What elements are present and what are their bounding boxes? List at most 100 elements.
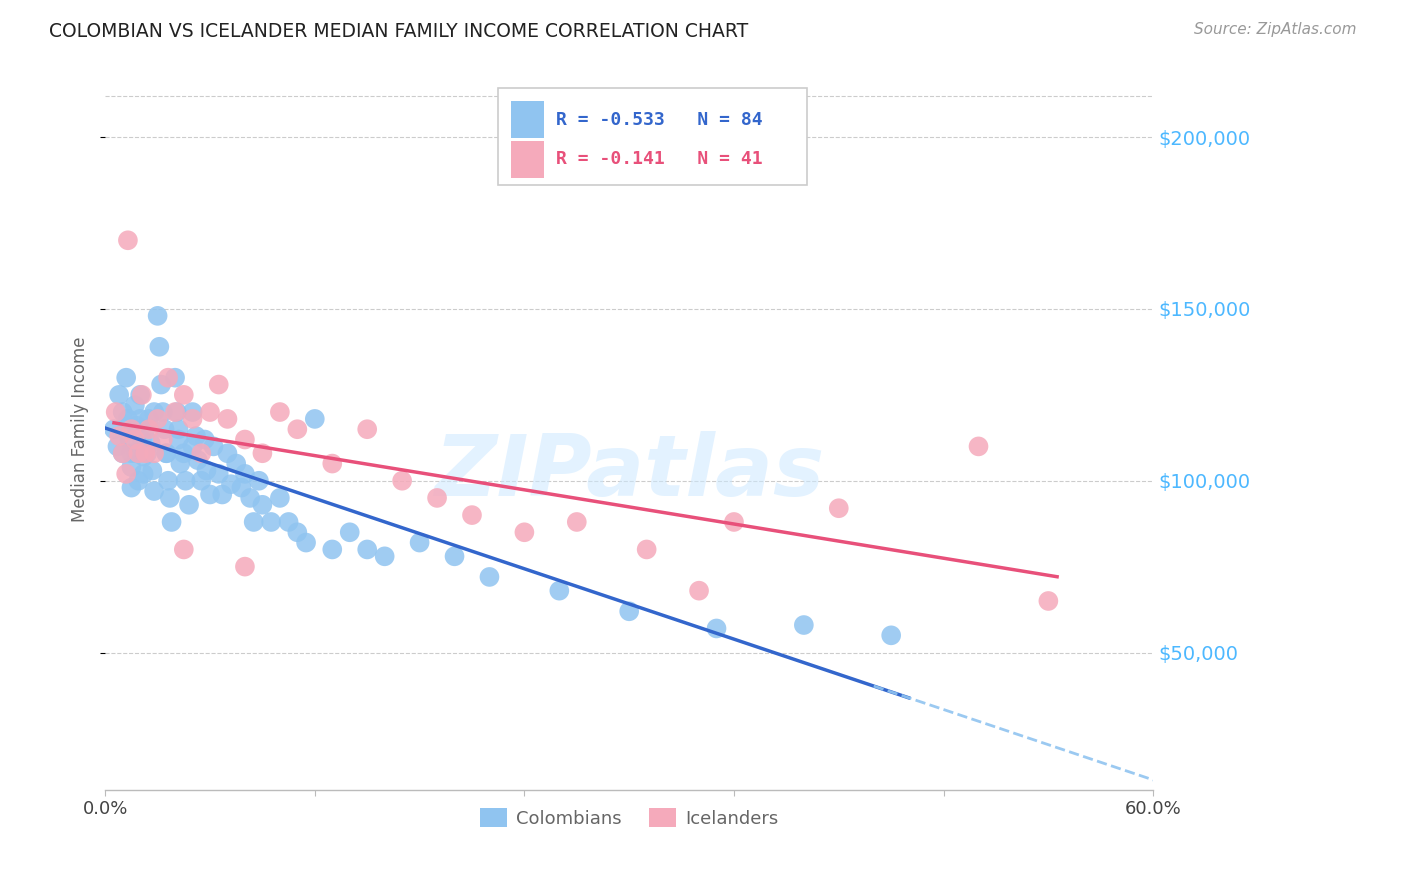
Point — [295, 535, 318, 549]
Point — [198, 405, 221, 419]
Point — [132, 467, 155, 481]
Point — [619, 604, 641, 618]
Point — [111, 446, 134, 460]
Point — [134, 446, 156, 460]
Point — [167, 433, 190, 447]
Legend: Colombians, Icelanders: Colombians, Icelanders — [472, 801, 786, 835]
FancyBboxPatch shape — [510, 141, 544, 178]
Point — [187, 453, 209, 467]
Point — [146, 412, 169, 426]
Point — [157, 474, 180, 488]
Point — [125, 418, 148, 433]
Point — [131, 433, 153, 447]
Point — [408, 535, 430, 549]
Point — [117, 233, 139, 247]
Point — [828, 501, 851, 516]
Point — [160, 515, 183, 529]
Text: COLOMBIAN VS ICELANDER MEDIAN FAMILY INCOME CORRELATION CHART: COLOMBIAN VS ICELANDER MEDIAN FAMILY INC… — [49, 22, 748, 41]
Point — [391, 474, 413, 488]
Point — [127, 446, 149, 460]
Point — [173, 388, 195, 402]
Point — [141, 463, 163, 477]
Point — [723, 515, 745, 529]
Point — [167, 422, 190, 436]
Point — [247, 474, 270, 488]
Point — [374, 549, 396, 564]
Point — [548, 583, 571, 598]
Point — [146, 309, 169, 323]
Point — [169, 457, 191, 471]
Point — [120, 460, 142, 475]
Point — [208, 377, 231, 392]
Point — [356, 542, 378, 557]
Point — [139, 436, 162, 450]
Point — [129, 388, 152, 402]
Text: ZIPatlas: ZIPatlas — [434, 431, 824, 514]
Point — [285, 525, 308, 540]
Point — [304, 412, 326, 426]
Point — [285, 422, 308, 436]
Point — [181, 439, 204, 453]
Point — [252, 498, 274, 512]
Point — [111, 446, 134, 460]
Point — [152, 405, 174, 419]
Point — [321, 542, 343, 557]
Point — [478, 570, 501, 584]
Point — [103, 422, 125, 436]
Point — [233, 433, 256, 447]
Point — [231, 481, 253, 495]
Point — [104, 405, 127, 419]
Point — [190, 474, 212, 488]
Point — [260, 515, 283, 529]
Point — [233, 559, 256, 574]
Point — [880, 628, 903, 642]
Y-axis label: Median Family Income: Median Family Income — [72, 336, 89, 522]
Point — [242, 515, 264, 529]
Point — [339, 525, 361, 540]
Point — [131, 388, 153, 402]
Point — [107, 439, 129, 453]
Text: R = -0.141   N = 41: R = -0.141 N = 41 — [555, 151, 762, 169]
Point — [356, 422, 378, 436]
Point — [269, 491, 291, 505]
Point — [565, 515, 588, 529]
Point — [143, 484, 166, 499]
Text: R = -0.533   N = 84: R = -0.533 N = 84 — [555, 111, 762, 128]
Point — [198, 487, 221, 501]
Point — [217, 412, 239, 426]
Point — [166, 405, 188, 419]
Point — [202, 439, 225, 453]
Point — [688, 583, 710, 598]
Point — [108, 429, 131, 443]
Point — [793, 618, 815, 632]
Point — [1038, 594, 1060, 608]
Point — [173, 542, 195, 557]
Point — [143, 446, 166, 460]
Point — [165, 370, 187, 384]
Point — [138, 422, 160, 436]
Point — [118, 433, 141, 447]
Point — [117, 412, 139, 426]
Point — [225, 457, 247, 471]
Point — [174, 474, 197, 488]
Point — [115, 467, 138, 481]
Point — [181, 412, 204, 426]
Point — [108, 388, 131, 402]
Point — [120, 481, 142, 495]
Point — [217, 446, 239, 460]
Point — [157, 370, 180, 384]
FancyBboxPatch shape — [498, 88, 807, 186]
Point — [129, 412, 152, 426]
Point — [173, 446, 195, 460]
Point — [155, 446, 177, 460]
Point — [636, 542, 658, 557]
Point — [155, 446, 177, 460]
Point — [277, 515, 299, 529]
Point — [706, 622, 728, 636]
Point — [124, 433, 146, 447]
Point — [115, 370, 138, 384]
Point — [208, 467, 231, 481]
Point — [443, 549, 465, 564]
Point — [194, 433, 217, 447]
Point — [252, 446, 274, 460]
